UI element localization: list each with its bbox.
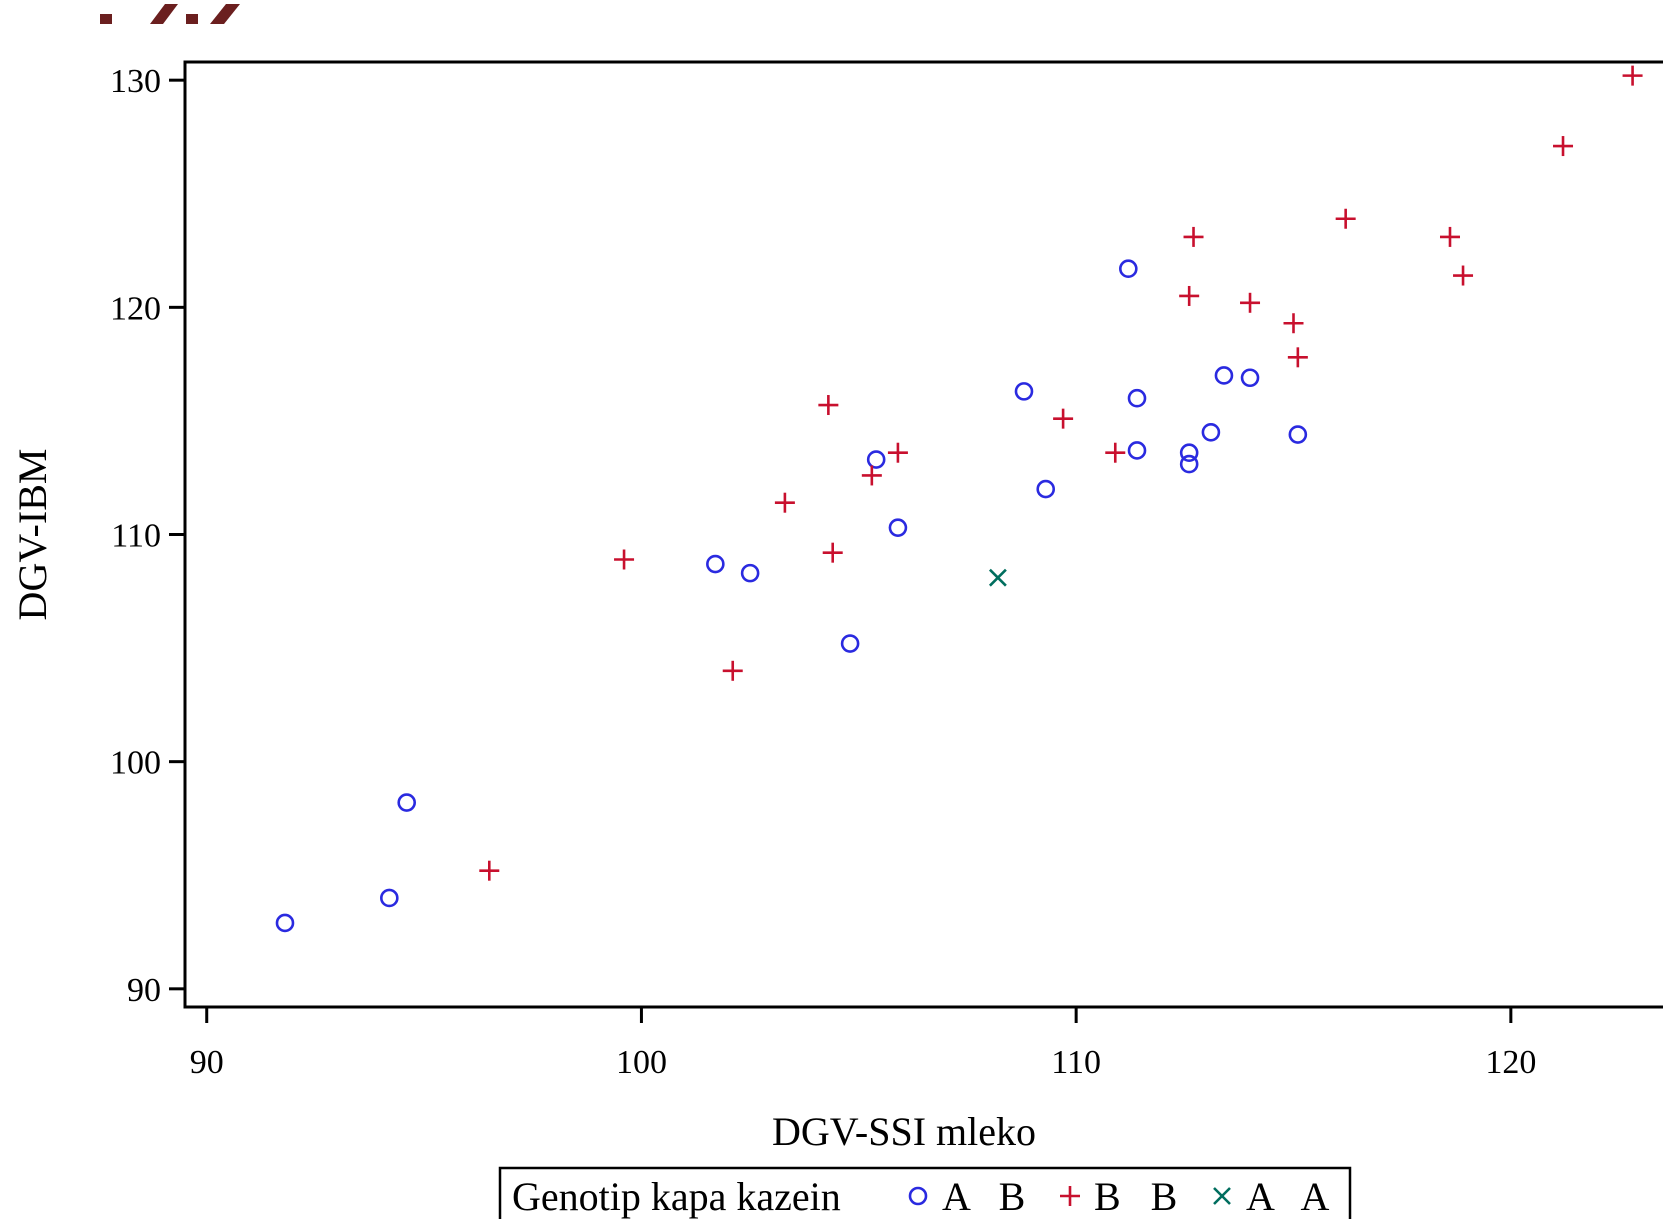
data-point: [1240, 368, 1260, 388]
data-point: [1553, 136, 1574, 157]
data-point: [988, 568, 1007, 587]
data-point: [397, 793, 417, 812]
data-point: [888, 518, 908, 537]
data-point: [887, 442, 908, 463]
y-axis-ticks: 90 100 110 120 130: [110, 63, 185, 1009]
data-point: [706, 554, 725, 574]
logo-fragment: [100, 4, 240, 24]
data-point: [1053, 408, 1074, 429]
legend-entry-label: A A: [1246, 1174, 1329, 1219]
data-point: [1179, 285, 1200, 306]
y-tick-label: 120: [110, 290, 161, 327]
data-point: [1622, 65, 1643, 86]
data-point: [1183, 226, 1204, 247]
data-point: [479, 860, 500, 881]
data-point: [1119, 259, 1138, 279]
data-point: [1335, 208, 1356, 229]
data-point: [722, 660, 743, 681]
data-point: [740, 563, 760, 583]
x-axis-ticks: 90 100 110 120: [190, 1007, 1536, 1081]
data-point: [840, 634, 860, 653]
plot-frame: [183, 60, 1663, 1009]
data-point: [1105, 442, 1126, 463]
data-point: [1127, 388, 1147, 408]
legend-marker-icon: [908, 1186, 928, 1206]
legend-title: Genotip kapa kazein: [512, 1174, 841, 1219]
data-point: [1439, 226, 1460, 247]
y-tick-label: 110: [111, 518, 161, 555]
data-point: [1288, 425, 1308, 444]
data-point: [1214, 366, 1234, 385]
x-tick-label: 110: [1051, 1044, 1101, 1081]
y-tick-label: 90: [127, 972, 161, 1009]
data-point: [861, 465, 882, 486]
x-tick-label: 120: [1485, 1044, 1536, 1081]
data-point: [774, 492, 795, 513]
data-point: [1179, 443, 1199, 463]
data-point: [1453, 265, 1474, 286]
y-tick-label: 130: [110, 63, 161, 100]
data-point: [866, 450, 886, 469]
data-point: [1127, 441, 1147, 460]
legend-entry-label: A B: [942, 1174, 1025, 1219]
data-point: [380, 888, 399, 908]
x-tick-label: 100: [616, 1044, 667, 1081]
data-point: [1014, 382, 1034, 401]
legend-marker-icon: [1213, 1187, 1231, 1205]
y-tick-label: 100: [110, 745, 161, 782]
legend-entry-label: B B: [1094, 1174, 1177, 1219]
x-axis-title: DGV-SSI mleko: [772, 1109, 1036, 1154]
data-point: [1179, 454, 1199, 474]
data-point: [614, 549, 635, 570]
data-point: [818, 395, 839, 416]
data-point: [1287, 347, 1308, 368]
data-point: [1201, 422, 1221, 442]
data-point: [1036, 479, 1056, 499]
data-point: [822, 542, 843, 563]
legend-box: [498, 1166, 1352, 1219]
legend-marker-icon: [1060, 1186, 1080, 1206]
legend: Genotip kapa kazein A B B B A A: [498, 1166, 1352, 1219]
data-point: [1240, 292, 1261, 313]
data-point: [1283, 313, 1304, 334]
y-axis-title: DGV-IBM: [10, 449, 55, 621]
data-points: [275, 65, 1643, 933]
x-tick-label: 90: [190, 1044, 224, 1081]
data-point: [275, 913, 295, 933]
